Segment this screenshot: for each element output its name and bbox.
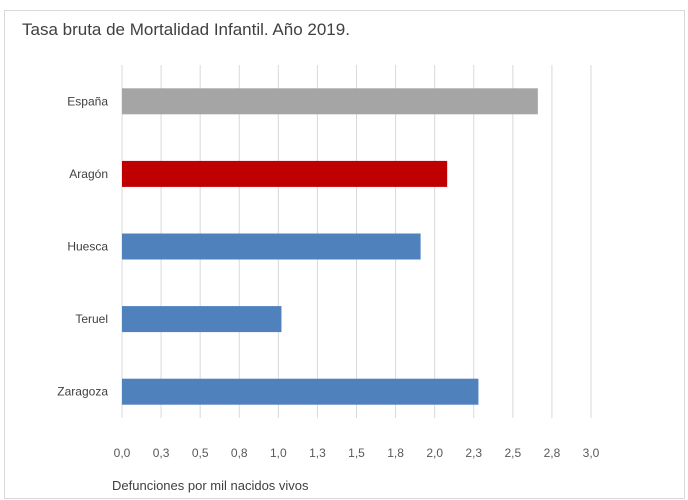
category-label: Zaragoza [57,385,108,399]
x-tick-label: 0,0 [114,446,131,460]
chart-title: Tasa bruta de Mortalidad Infantil. Año 2… [22,20,350,39]
bar [122,160,448,187]
bar [122,306,282,333]
x-tick-label: 0,3 [153,446,170,460]
x-tick-label: 1,3 [309,446,326,460]
x-tick-label: 2,3 [465,446,482,460]
x-tick-label: 1,5 [348,446,365,460]
bar [122,378,479,405]
bar [122,233,421,260]
x-tick-labels: 0,0 0,3 0,5 0,8 1,0 1,3 1,5 1,8 2,0 2,3 2,5 2,8 3,0 [114,446,600,460]
x-tick-label: 0,8 [231,446,248,460]
x-tick-label: 3,0 [583,446,600,460]
x-tick-label: 2,8 [544,446,561,460]
category-label: España [67,94,108,108]
bar [122,88,538,115]
x-tick-label: 0,5 [192,446,209,460]
category-label: Huesca [67,240,108,254]
category-labels: España Aragón Huesca Teruel Zaragoza [57,94,108,398]
category-label: Aragón [69,167,108,181]
bars [122,88,538,405]
x-tick-label: 2,5 [504,446,521,460]
x-tick-label: 2,0 [426,446,443,460]
x-tick-label: 1,0 [270,446,287,460]
x-tick-label: 1,8 [387,446,404,460]
x-axis-title: Defunciones por mil nacidos vivos [112,478,309,493]
category-label: Teruel [75,312,108,326]
